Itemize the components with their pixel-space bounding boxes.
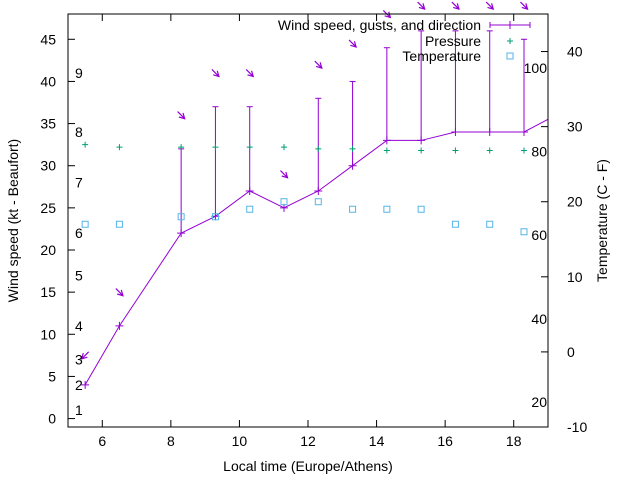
y2-tick-label: 10 (567, 269, 583, 285)
pressure-point (246, 144, 253, 151)
wind-direction-arrow (177, 111, 186, 120)
temperature-point (314, 198, 322, 206)
pressure-point (521, 147, 527, 154)
wind-speed-point (177, 229, 186, 238)
pressure-point (383, 147, 390, 154)
pressure-point (82, 141, 89, 148)
wind-speed-point (348, 161, 357, 170)
beaufort-label: 4 (75, 318, 83, 334)
x-tick-label: 14 (369, 433, 385, 449)
y-tick-label: 30 (40, 158, 56, 174)
wind-speed-point (520, 128, 528, 136)
fahrenheit-label: 60 (531, 227, 547, 243)
fahrenheit-label: 40 (531, 311, 547, 327)
wind-direction-arrow (451, 1, 460, 10)
y-tick-label: 25 (40, 200, 56, 216)
wind-speed-point (81, 380, 90, 389)
wind-direction-arrow (115, 288, 124, 297)
fahrenheit-label: 20 (531, 394, 547, 410)
wind-direction-arrow (245, 69, 255, 78)
temperature-point (520, 228, 528, 236)
beaufort-label: 6 (75, 225, 83, 241)
legend-label-wind: Wind speed, gusts, and direction (278, 17, 481, 33)
pressure-point (281, 144, 287, 151)
wind-direction-arrow (211, 69, 220, 78)
pressure-point (349, 145, 356, 152)
wind-speed-point (115, 321, 124, 330)
wind-direction-arrow (348, 39, 357, 48)
temperature-point (383, 205, 391, 213)
y-tick-label: 35 (40, 116, 56, 132)
wind-direction-arrow (417, 1, 426, 10)
wind-direction-arrow (280, 170, 289, 179)
y2-axis-title: Temperature (C - F) (594, 159, 610, 282)
temperature-point (246, 205, 254, 213)
pressure-point (486, 147, 493, 154)
temperature-point (451, 220, 459, 228)
x-tick-label: 6 (98, 433, 106, 449)
beaufort-label: 3 (75, 352, 83, 368)
wind-speed-point (314, 187, 323, 195)
beaufort-label: 2 (75, 377, 83, 393)
x-tick-label: 8 (167, 433, 175, 449)
wind-speed-point (451, 128, 460, 136)
y2-tick-label: 0 (567, 344, 575, 360)
legend-swatch-pressure (507, 38, 513, 44)
y2-tick-label: -10 (567, 419, 587, 435)
x-tick-label: 18 (506, 433, 522, 449)
wind-direction-arrow (520, 1, 529, 10)
wind-direction-arrow (485, 1, 495, 10)
y2-tick-label: 20 (567, 194, 583, 210)
legend-label-pressure: Pressure (425, 33, 481, 49)
x-tick-label: 12 (300, 433, 316, 449)
wind-speed-point (485, 128, 494, 136)
beaufort-label: 5 (75, 267, 83, 283)
beaufort-label: 9 (75, 65, 83, 81)
wind-speed-point (417, 136, 426, 145)
x-tick-label: 16 (437, 433, 453, 449)
temperature-point (349, 205, 357, 213)
y-tick-label: 0 (48, 411, 56, 427)
x-tick-label: 10 (232, 433, 248, 449)
wind-speed-point (382, 136, 391, 145)
y-tick-label: 40 (40, 73, 56, 89)
pressure-point (315, 145, 322, 152)
x-axis-title: Local time (Europe/Athens) (223, 458, 393, 474)
y-axis-title: Wind speed (kt - Beaufort) (5, 139, 21, 302)
pressure-point (452, 147, 459, 154)
wind-speed-line (84, 118, 549, 386)
beaufort-label: 7 (75, 175, 83, 191)
beaufort-label: 8 (75, 124, 83, 140)
pressure-point (178, 144, 185, 151)
legend-swatch-wind-marker (489, 21, 531, 29)
y-tick-label: 20 (40, 242, 56, 258)
wind-direction-arrow (80, 351, 90, 360)
fahrenheit-label: 100 (524, 60, 548, 76)
y-tick-label: 45 (40, 31, 56, 47)
temperature-point (417, 205, 425, 213)
y-tick-label: 15 (40, 284, 56, 300)
legend-label-temperature: Temperature (402, 48, 481, 64)
pressure-point (212, 144, 219, 151)
y-tick-label: 10 (40, 326, 56, 342)
legend-swatch-temperature (506, 52, 514, 60)
wind-direction-arrow (314, 60, 323, 69)
temperature-point (81, 220, 89, 228)
pressure-point (116, 144, 123, 151)
y2-tick-label: 30 (567, 119, 583, 135)
temperature-point (486, 220, 494, 228)
temperature-point (177, 213, 185, 221)
y-tick-label: 5 (48, 368, 56, 384)
fahrenheit-label: 80 (531, 143, 547, 159)
beaufort-label: 1 (75, 402, 83, 418)
pressure-point (418, 147, 425, 154)
temperature-point (211, 213, 219, 221)
y2-tick-label: 40 (567, 44, 583, 60)
temperature-point (280, 198, 288, 206)
wind-speed-point (245, 187, 254, 195)
temperature-point (115, 220, 123, 228)
